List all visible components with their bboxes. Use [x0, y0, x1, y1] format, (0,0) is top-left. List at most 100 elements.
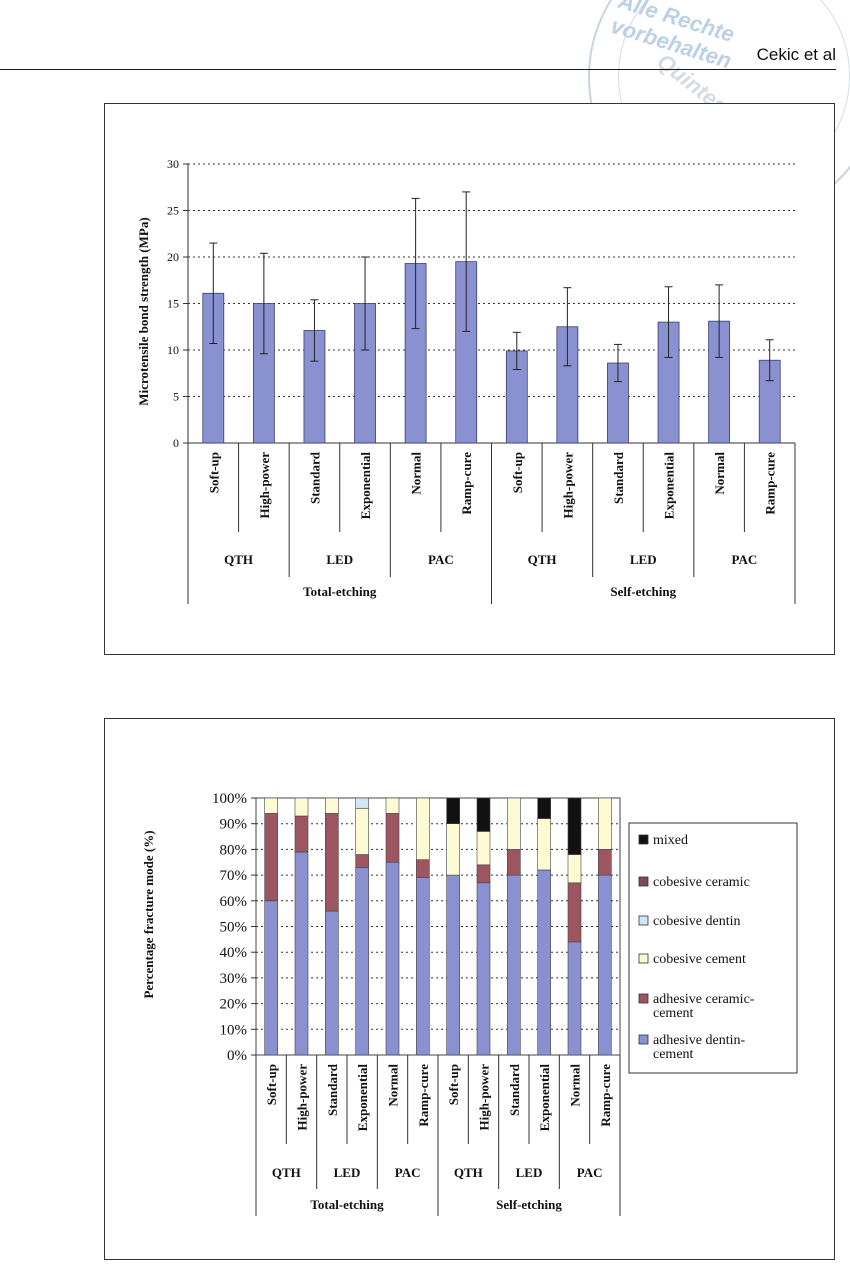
running-header-author: Cekic et al — [756, 45, 836, 64]
y-tick-label: 10% — [220, 1022, 248, 1038]
legend-swatch — [638, 834, 649, 845]
stacked-segment — [507, 797, 521, 850]
y-tick-label: 40% — [220, 945, 248, 961]
stacked-segment — [355, 867, 369, 1056]
stacked-segment — [598, 849, 612, 876]
stacked-segment — [325, 813, 339, 912]
legend-label: cobesive ceramic — [653, 875, 750, 890]
legend-label-line: cement — [653, 1047, 694, 1062]
stacked-segment — [446, 797, 460, 825]
bond-strength-chart-panel: 0 5 10 15 20 25 30 Microtensile bond strength (… — [104, 103, 835, 655]
stacked-segment — [446, 823, 460, 876]
y-tick-label: 90% — [220, 817, 248, 833]
fracture-mode-chart-panel: 0% 10% 20% 30% 40% 50% 60% 70% 80% 90% 100% Percent… — [104, 718, 835, 1260]
stacked-segment — [567, 854, 582, 884]
x-category-label: Soft-up — [510, 452, 525, 493]
stacked-segment — [385, 861, 400, 1056]
y-tick-label: 20% — [220, 997, 248, 1013]
stacked-segment — [416, 797, 430, 860]
stacked-segment — [294, 815, 309, 853]
y-tick-label: 10 — [167, 343, 179, 357]
y-tick-label: 80% — [220, 842, 248, 858]
etching-group-label: Total-etching — [303, 584, 377, 599]
legend-swatch — [638, 1034, 649, 1045]
fracture-mode-stacked-chart: 0% 10% 20% 30% 40% 50% 60% 70% 80% 90% 100% Percent… — [141, 791, 798, 1216]
y-tick-label: 100% — [212, 791, 247, 807]
stacked-segment — [264, 797, 278, 814]
stacked-segment — [567, 797, 582, 855]
stacked-segment — [476, 831, 491, 866]
stacked-segment — [598, 874, 612, 1056]
stacked-segment — [325, 797, 339, 814]
light-group-label: PAC — [732, 552, 758, 567]
etching-group-label: Self-etching — [610, 584, 676, 599]
x-category-label: Standard — [611, 451, 626, 504]
legend-label: cobesive cement — [653, 952, 746, 967]
y-tick-label: 60% — [220, 894, 248, 910]
legend-label: adhesive dentin-cement — [653, 1033, 745, 1062]
legend-swatch — [638, 915, 649, 926]
stacked-segment — [476, 882, 491, 1056]
legend-label-line: adhesive ceramic- — [653, 992, 755, 1007]
stacked-segment — [385, 797, 400, 814]
y-tick-label: 5 — [173, 390, 179, 404]
x-category-label: Normal — [712, 452, 727, 495]
legend-label-line: adhesive dentin- — [653, 1033, 745, 1048]
x-category-label: High-power — [257, 452, 272, 519]
x-category-label: Soft-up — [206, 452, 221, 493]
stacked-segment — [294, 851, 309, 1056]
stacked-segment — [598, 797, 612, 850]
x-category-label: Ramp-cure — [459, 452, 474, 515]
y-tick-label: 50% — [220, 920, 248, 936]
x-category-label: Normal — [409, 452, 424, 495]
x-category-label: Exponential — [358, 452, 373, 520]
x-category-label: High-power — [560, 452, 575, 519]
legend-swatch — [638, 876, 649, 887]
light-group-label: QTH — [454, 1165, 483, 1180]
stacked-segment — [507, 874, 521, 1056]
stacked-segment — [264, 813, 278, 902]
legend-label: cobesive dentin — [653, 914, 740, 929]
x-category-label: Ramp-cure — [763, 452, 778, 515]
stacked-segment — [325, 910, 339, 1056]
y-tick-label: 20 — [167, 250, 179, 264]
x-category-label: High-power — [295, 1064, 310, 1131]
stacked-segment — [537, 818, 551, 871]
y-tick-label: 0% — [227, 1048, 247, 1064]
stacked-segment — [567, 941, 582, 1056]
bond-strength-bar-chart: 0 5 10 15 20 25 30 Microtensile bond strength (… — [136, 157, 796, 604]
y-tick-label: 30 — [167, 157, 179, 171]
stacked-segment — [355, 797, 369, 809]
x-category-label: Exponential — [662, 452, 677, 520]
stacked-segment — [476, 864, 491, 884]
legend-box — [628, 822, 798, 1074]
y-tick-label: 0 — [173, 436, 179, 450]
legend-label: adhesive ceramic-cement — [653, 992, 755, 1021]
light-group-label: PAC — [577, 1165, 603, 1180]
x-category-label: Standard — [325, 1063, 340, 1116]
x-category-label: Soft-up — [264, 1064, 279, 1105]
etching-group-label: Total-etching — [310, 1197, 384, 1212]
x-category-label: Normal — [568, 1064, 583, 1107]
legend-swatch — [638, 953, 649, 964]
light-group-label: QTH — [528, 552, 557, 567]
y-tick-label: 25 — [167, 204, 179, 218]
stacked-segment — [537, 797, 551, 819]
x-category-label: Ramp-cure — [416, 1064, 431, 1127]
light-group-label: PAC — [428, 552, 454, 567]
y-axis-title: Microtensile bond strength (MPa) — [136, 217, 151, 405]
light-group-label: LED — [516, 1165, 543, 1180]
light-group-label: LED — [334, 1165, 361, 1180]
x-category-label: Exponential — [355, 1064, 370, 1132]
stacked-segment — [446, 874, 460, 1056]
x-category-label: Normal — [386, 1064, 401, 1107]
legend-label-line: cement — [653, 1006, 694, 1021]
x-category-label: Standard — [307, 451, 322, 504]
y-axis-title: Percentage fracture mode (%) — [141, 830, 156, 998]
stacked-segment — [416, 877, 430, 1056]
legend-swatch — [638, 993, 649, 1004]
stacked-segment — [355, 807, 369, 855]
light-group-label: LED — [630, 552, 657, 567]
light-group-label: QTH — [224, 552, 253, 567]
etching-group-label: Self-etching — [496, 1197, 562, 1212]
